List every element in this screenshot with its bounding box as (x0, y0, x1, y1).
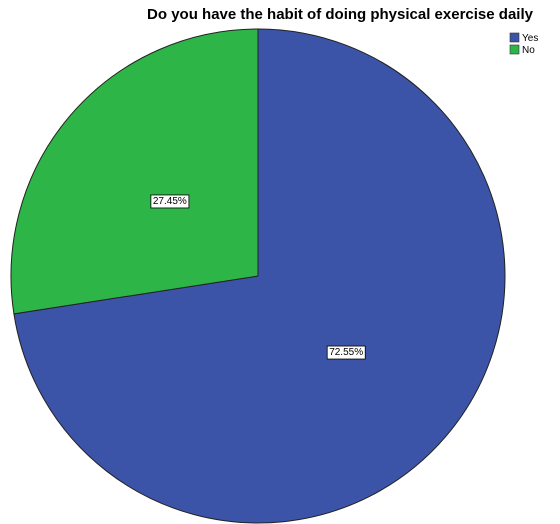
data-label-no: 27.45% (150, 194, 190, 209)
legend-swatch-yes (509, 32, 520, 43)
pie-slice-no (10, 28, 259, 315)
legend-swatch-no (509, 44, 520, 55)
data-label-text-no: 27.45% (153, 196, 187, 207)
pie-data-labels: 72.55% 27.45% (150, 194, 366, 360)
data-label-yes: 72.55% (326, 345, 366, 360)
chart-title: Do you have the habit of doing physical … (147, 6, 534, 23)
legend-item-yes: Yes (509, 32, 538, 44)
legend-label-no: No (522, 45, 535, 56)
legend-item-no: No (509, 44, 535, 56)
legend: Yes No (509, 32, 538, 56)
pie-slices (10, 28, 506, 524)
pie-slice-yes (13, 28, 506, 524)
data-label-box-yes (326, 345, 366, 360)
legend-label-yes: Yes (522, 33, 538, 44)
data-label-text-yes: 72.55% (329, 347, 363, 358)
data-label-box-no (150, 194, 190, 209)
